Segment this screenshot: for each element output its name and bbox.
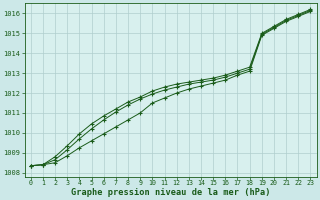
X-axis label: Graphe pression niveau de la mer (hPa): Graphe pression niveau de la mer (hPa) [71, 188, 270, 197]
